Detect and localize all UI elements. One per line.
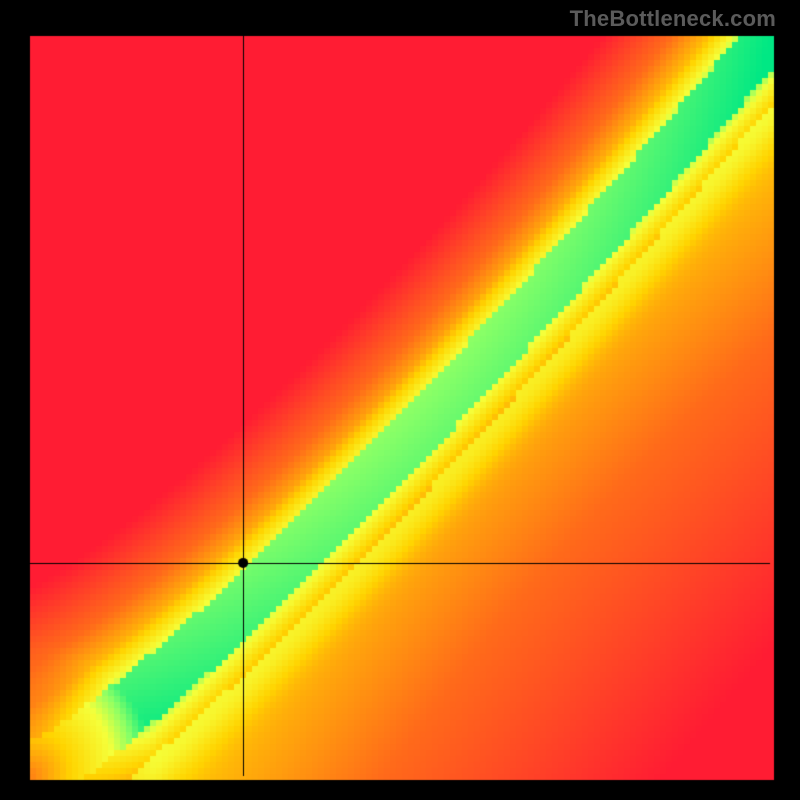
- chart-container: { "attribution": { "text": "TheBottlenec…: [0, 0, 800, 800]
- heatmap-canvas: [0, 0, 800, 800]
- attribution-text: TheBottleneck.com: [570, 6, 776, 32]
